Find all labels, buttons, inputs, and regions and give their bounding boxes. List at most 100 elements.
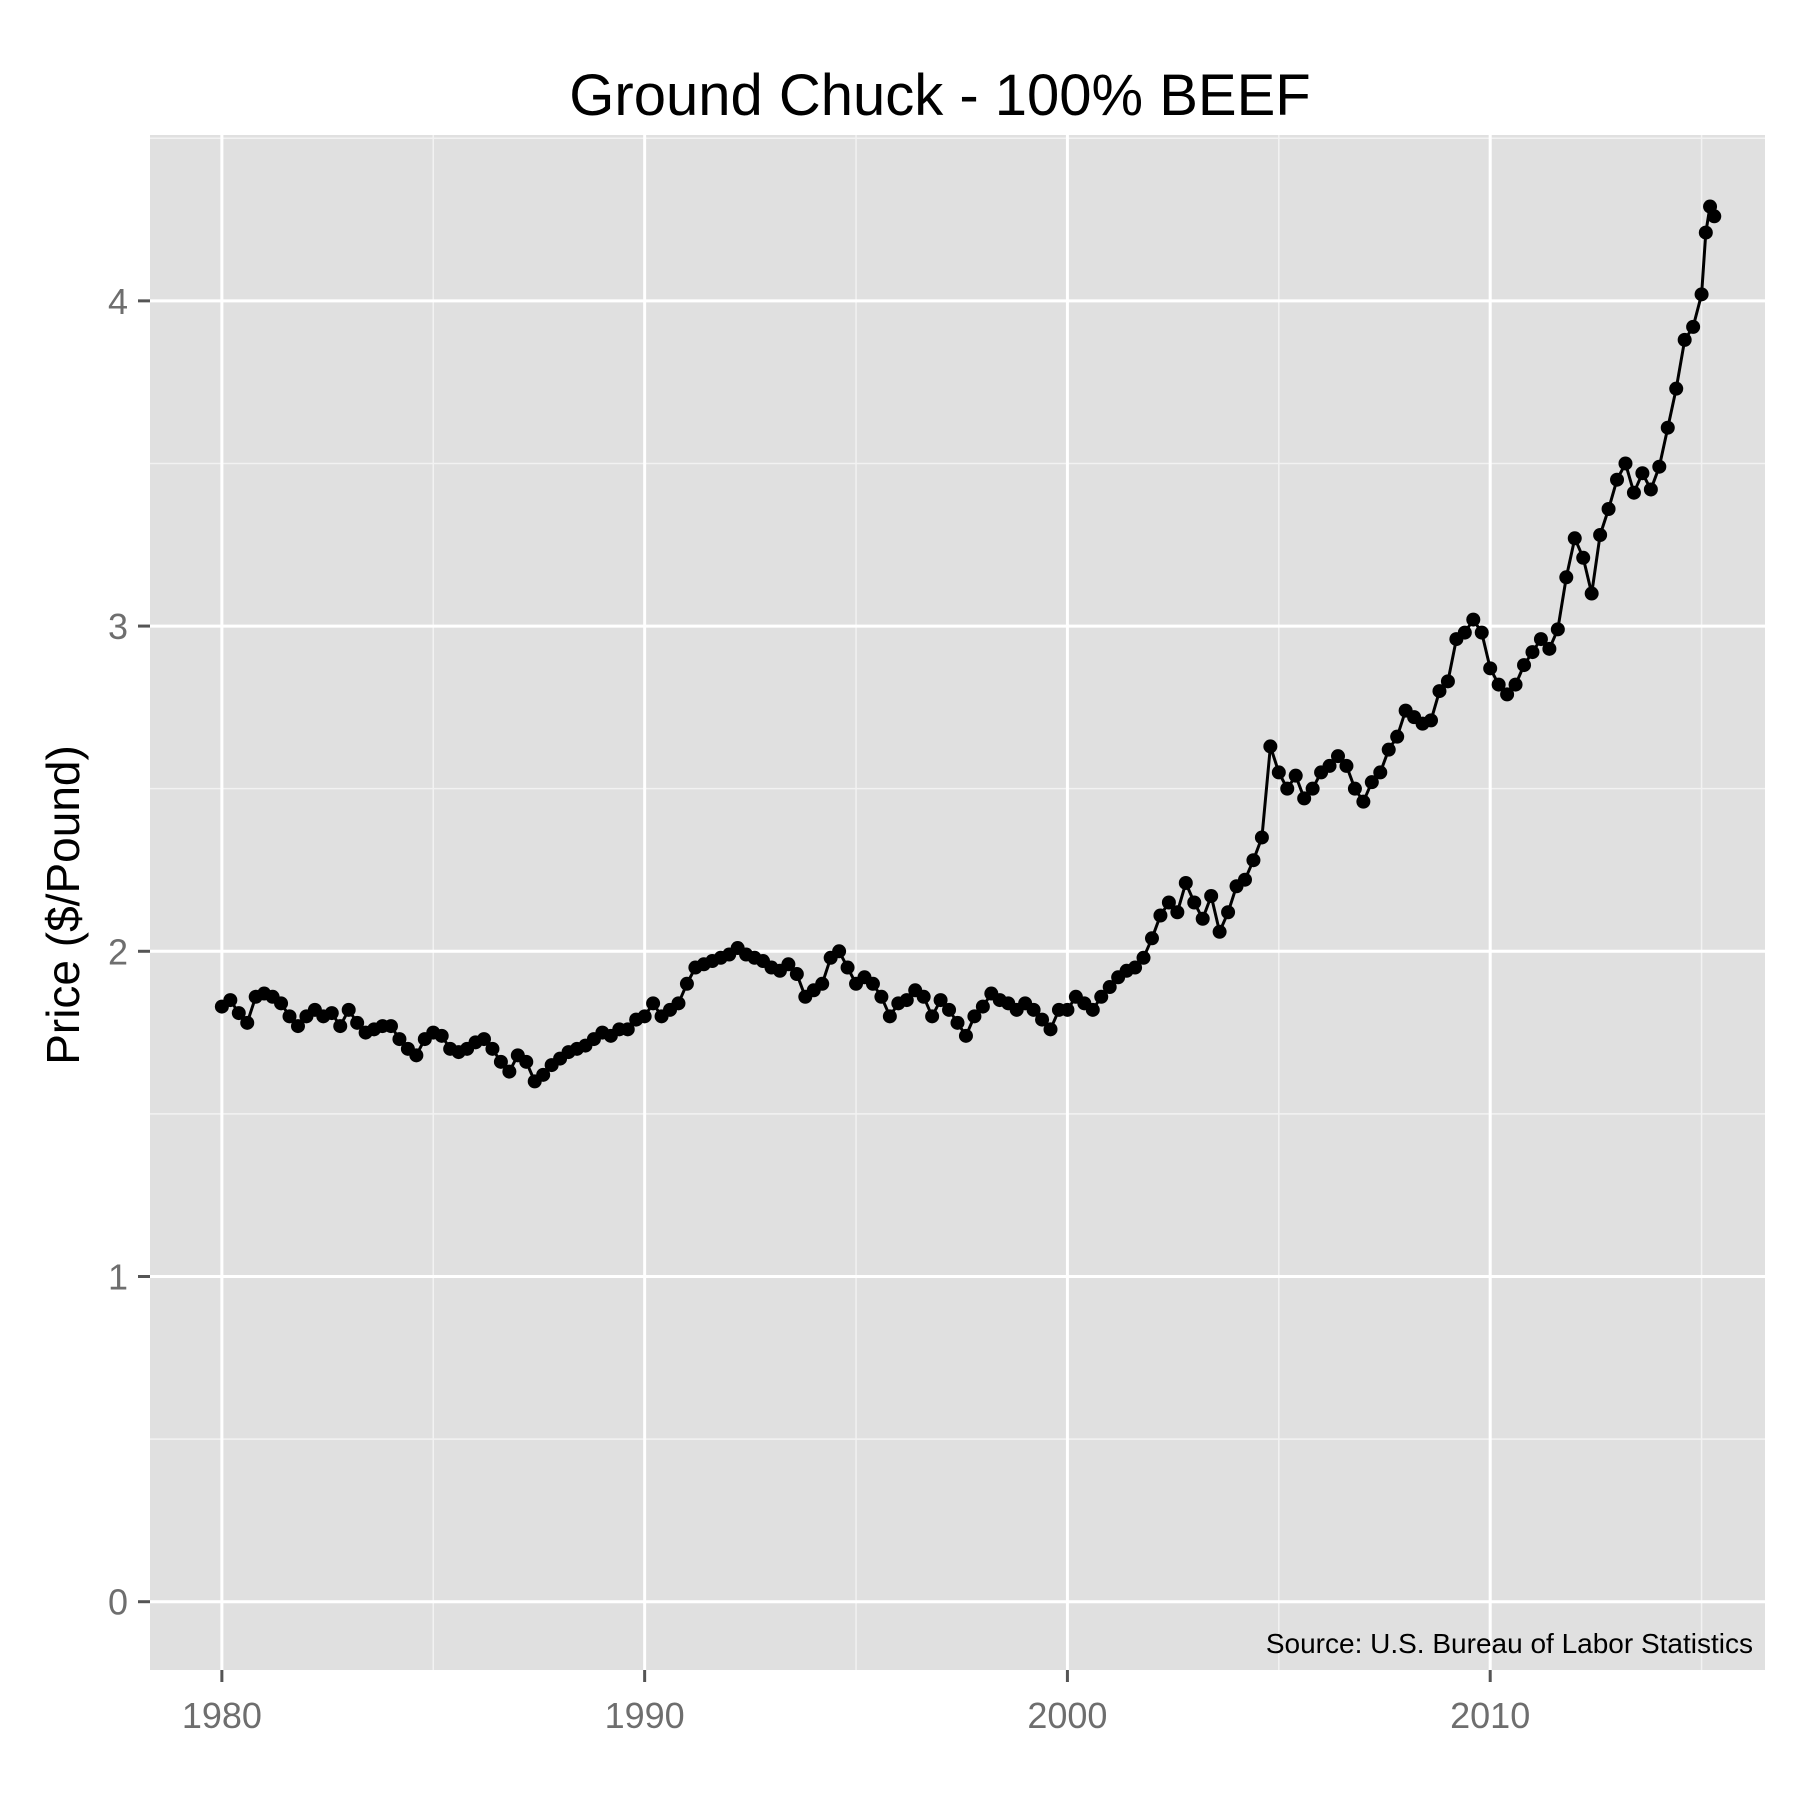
data-point <box>1297 791 1312 806</box>
data-point <box>1601 501 1616 516</box>
data-point <box>874 989 889 1004</box>
data-point <box>1364 775 1379 790</box>
data-point <box>341 1002 356 1017</box>
chart-title: Ground Chuck - 100% BEEF <box>569 63 1310 128</box>
data-point <box>840 960 855 975</box>
data-point <box>1356 794 1371 809</box>
data-point <box>493 1054 508 1069</box>
major-gridlines <box>150 135 1765 1670</box>
data-point <box>1144 931 1159 946</box>
x-tick-label: 2000 <box>1027 1695 1107 1736</box>
data-point <box>1271 765 1286 780</box>
data-point <box>679 976 694 991</box>
data-point <box>536 1067 551 1082</box>
data-point <box>1305 781 1320 796</box>
data-point <box>865 976 880 991</box>
data-point <box>1652 459 1667 474</box>
data-point <box>1660 420 1675 435</box>
data-point <box>975 999 990 1014</box>
plot-panel <box>150 135 1765 1670</box>
data-point <box>1635 466 1650 481</box>
data-point <box>1686 319 1701 334</box>
data-point <box>620 1022 635 1037</box>
data-point <box>1707 209 1722 224</box>
y-tick-label: 0 <box>108 1582 128 1623</box>
data-point <box>832 944 847 959</box>
data-point <box>1085 1002 1100 1017</box>
data-point <box>223 993 238 1008</box>
data-point <box>1347 781 1362 796</box>
data-point <box>1618 456 1633 471</box>
data-point <box>1237 872 1252 887</box>
data-point <box>1559 570 1574 585</box>
data-point <box>1339 758 1354 773</box>
data-point <box>1195 911 1210 926</box>
data-point <box>1204 888 1219 903</box>
data-point <box>1567 531 1582 546</box>
data-point <box>1128 960 1143 975</box>
x-tick-label: 1990 <box>605 1695 685 1736</box>
data-point <box>1550 622 1565 637</box>
data-point <box>925 1009 940 1024</box>
data-point <box>1373 765 1388 780</box>
data-point <box>1094 989 1109 1004</box>
data-point <box>1474 625 1489 640</box>
data-point <box>333 1019 348 1034</box>
data-point <box>240 1015 255 1030</box>
data-point <box>1698 225 1713 240</box>
y-tick-label: 1 <box>108 1256 128 1297</box>
data-point <box>476 1032 491 1047</box>
y-tick-label: 2 <box>108 931 128 972</box>
data-point <box>958 1028 973 1043</box>
data-point <box>1178 875 1193 890</box>
x-axis-tick-labels: 1980 1990 2000 2010 <box>182 1695 1530 1736</box>
data-point <box>383 1019 398 1034</box>
minor-gridlines <box>150 135 1765 1670</box>
data-point <box>1500 687 1515 702</box>
data-point <box>789 967 804 982</box>
data-point <box>392 1032 407 1047</box>
data-point <box>1263 739 1278 754</box>
data-point <box>350 1015 365 1030</box>
data-point <box>815 976 830 991</box>
data-point <box>1161 895 1176 910</box>
data-point <box>434 1028 449 1043</box>
data-point <box>231 1006 246 1021</box>
data-point <box>1221 905 1236 920</box>
price-series <box>214 199 1722 1089</box>
data-point <box>671 996 686 1011</box>
data-point <box>1525 645 1540 660</box>
data-point <box>519 1054 534 1069</box>
data-point <box>1643 482 1658 497</box>
data-point <box>1508 677 1523 692</box>
data-point <box>1542 641 1557 656</box>
data-point <box>282 1009 297 1024</box>
axis-ticks <box>138 299 1492 1682</box>
y-axis-label: Price ($/Pound) <box>37 745 89 1065</box>
data-point <box>933 993 948 1008</box>
data-point <box>1610 472 1625 487</box>
data-point <box>1533 632 1548 647</box>
data-point <box>1626 485 1641 500</box>
data-point <box>950 1015 965 1030</box>
data-point <box>1026 1002 1041 1017</box>
y-axis-tick-labels: 0 1 2 3 4 <box>108 281 128 1623</box>
data-point <box>324 1006 339 1021</box>
data-point <box>274 996 289 1011</box>
data-point <box>942 1002 957 1017</box>
data-point <box>1677 332 1692 347</box>
y-tick-label: 4 <box>108 281 128 322</box>
data-point <box>409 1048 424 1063</box>
data-point <box>1424 713 1439 728</box>
data-point <box>502 1064 517 1079</box>
data-point <box>1517 658 1532 673</box>
x-tick-label: 2010 <box>1450 1695 1530 1736</box>
data-point <box>1694 287 1709 302</box>
data-point <box>882 1009 897 1024</box>
data-point <box>290 1019 305 1034</box>
data-point <box>1212 924 1227 939</box>
data-point <box>916 989 931 1004</box>
data-point <box>1102 980 1117 995</box>
